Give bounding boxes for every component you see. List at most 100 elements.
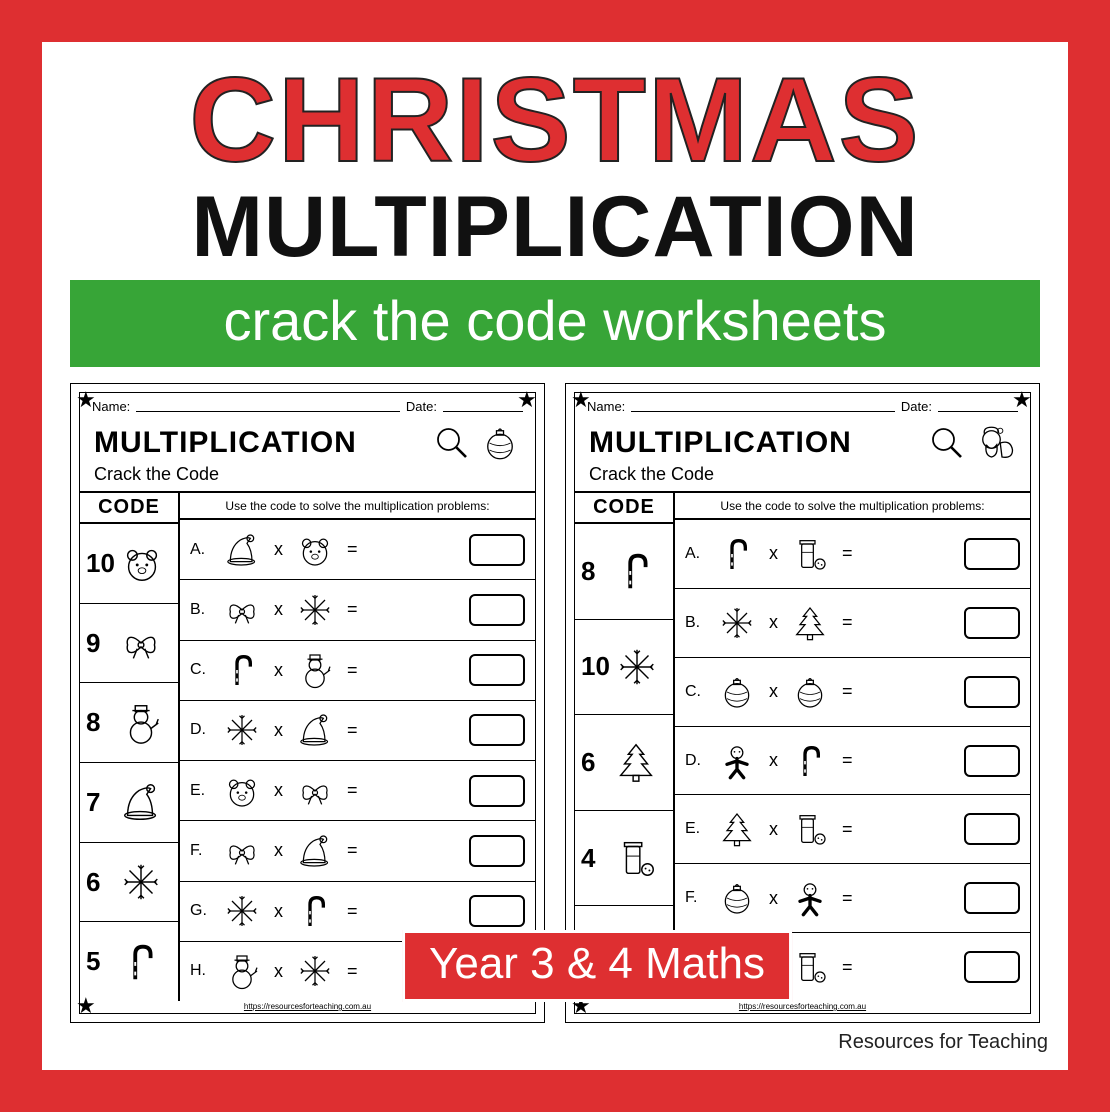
santa-icon	[974, 422, 1016, 464]
times-op: x	[765, 612, 782, 633]
snowflake-icon	[222, 891, 262, 931]
star-icon: ★	[571, 389, 593, 411]
instruction-text: Use the code to solve the multiplication…	[675, 493, 1030, 520]
answer-box	[964, 882, 1020, 914]
times-op: x	[270, 599, 287, 620]
hat-icon	[118, 779, 164, 825]
code-cell: 5	[80, 922, 178, 1001]
equals-op: =	[343, 780, 362, 801]
code-header: CODE	[80, 493, 178, 524]
worksheets-row: ★ ★ ★ Name: Date: MULTIPLICATION Crack the…	[42, 383, 1068, 1023]
problems-column: Use the code to solve the multiplication…	[675, 493, 1030, 1001]
milk-icon	[613, 835, 659, 881]
equals-op: =	[343, 840, 362, 861]
problems-column: Use the code to solve the multiplication…	[180, 493, 535, 1001]
problem-row: B. x =	[180, 580, 535, 640]
code-number: 9	[86, 628, 114, 659]
problem-letter: H.	[190, 962, 214, 980]
problem-row: A. x =	[675, 520, 1030, 589]
star-icon: ★	[76, 995, 98, 1017]
answer-box	[964, 951, 1020, 983]
cane-icon	[222, 650, 262, 690]
date-label: Date:	[406, 399, 437, 414]
date-label: Date:	[901, 399, 932, 414]
problem-letter: F.	[685, 889, 709, 907]
bow-icon	[222, 831, 262, 871]
sheet-subtitle: Crack the Code	[575, 464, 1030, 491]
problem-row: C. x =	[180, 641, 535, 701]
code-cell: 6	[575, 715, 673, 811]
code-number: 5	[86, 946, 114, 977]
code-number: 6	[581, 747, 609, 778]
bow-icon	[222, 590, 262, 630]
footer-link: https://resourcesforteaching.com.au	[739, 1002, 866, 1011]
equals-op: =	[343, 660, 362, 681]
answer-box	[964, 607, 1020, 639]
hat-icon	[295, 831, 335, 871]
tree-icon	[717, 809, 757, 849]
problem-row: C. x =	[675, 658, 1030, 727]
bauble-icon	[717, 878, 757, 918]
sheet-title: MULTIPLICATION	[94, 426, 357, 460]
answer-box	[964, 538, 1020, 570]
bauble-icon	[717, 672, 757, 712]
equals-op: =	[343, 961, 362, 982]
tree-icon	[613, 739, 659, 785]
times-op: x	[765, 888, 782, 909]
name-line	[136, 399, 400, 412]
name-line	[631, 399, 895, 412]
worksheet-grid: CODE 10 9 8 7 6 5 Use the code to solve …	[80, 491, 535, 1001]
answer-box	[469, 594, 525, 626]
answer-box	[469, 835, 525, 867]
problem-letter: C.	[685, 683, 709, 701]
snowflake-icon	[118, 859, 164, 905]
milk-icon	[790, 809, 830, 849]
times-op: x	[270, 961, 287, 982]
main-panel: CHRISTMAS MULTIPLICATION crack the code …	[42, 42, 1068, 1070]
times-op: x	[270, 840, 287, 861]
problem-row: A. x =	[180, 520, 535, 580]
answer-box	[964, 676, 1020, 708]
worksheet-grid: CODE 8 10 6 4 2 Use the code to solve th…	[575, 491, 1030, 1001]
worksheet-2: ★★★ Name: Date: MULTIPLICATION Crack the…	[565, 383, 1040, 1023]
sheet-subtitle: Crack the Code	[80, 464, 535, 491]
times-op: x	[765, 681, 782, 702]
code-cell: 10	[80, 524, 178, 604]
credit-text: Resources for Teaching	[838, 1031, 1048, 1054]
problem-letter: E.	[190, 782, 214, 800]
problem-row: D. x =	[675, 727, 1030, 796]
header-icons	[431, 422, 521, 464]
answer-box	[469, 534, 525, 566]
snowflake-icon	[222, 710, 262, 750]
sheet-header: Name: Date:	[575, 393, 1030, 416]
date-line	[938, 399, 1018, 412]
problem-row: F. x =	[180, 821, 535, 881]
code-number: 10	[581, 651, 610, 682]
answer-box	[964, 813, 1020, 845]
sheet-header: Name: Date:	[80, 393, 535, 416]
times-op: x	[765, 750, 782, 771]
star-icon: ★	[517, 389, 539, 411]
snowman-icon	[118, 700, 164, 746]
answer-box	[469, 714, 525, 746]
answer-box	[964, 745, 1020, 777]
code-column: CODE 10 9 8 7 6 5	[80, 493, 180, 1001]
problem-letter: A.	[685, 545, 709, 563]
subtitle-bar: crack the code worksheets	[70, 280, 1040, 367]
equals-op: =	[343, 599, 362, 620]
times-op: x	[765, 543, 782, 564]
hat-icon	[222, 530, 262, 570]
code-cell: 8	[80, 683, 178, 763]
problem-row: E. x =	[675, 795, 1030, 864]
bear-icon	[295, 530, 335, 570]
star-icon: ★	[1012, 389, 1034, 411]
snowflake-icon	[717, 603, 757, 643]
title-christmas: CHRISTMAS	[42, 42, 1068, 180]
mag-icon	[926, 422, 968, 464]
code-number: 7	[86, 787, 114, 818]
problem-letter: D.	[190, 721, 214, 739]
code-number: 4	[581, 843, 609, 874]
worksheet-1: ★★★ Name: Date: MULTIPLICATION Crack the…	[70, 383, 545, 1023]
snowman-icon	[295, 650, 335, 690]
cane-icon	[118, 939, 164, 985]
